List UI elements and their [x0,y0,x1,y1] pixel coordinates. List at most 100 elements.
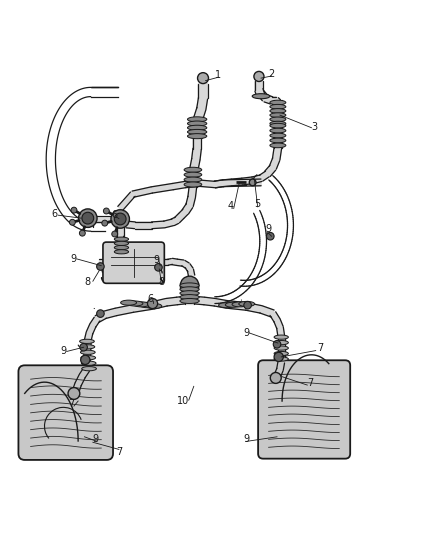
Circle shape [81,355,90,365]
Ellipse shape [270,117,286,122]
Ellipse shape [184,172,202,177]
Text: 2: 2 [268,69,275,79]
Circle shape [79,230,85,236]
Circle shape [70,220,75,225]
Ellipse shape [180,290,199,296]
Ellipse shape [274,346,288,350]
Ellipse shape [187,130,207,134]
Ellipse shape [198,76,208,80]
Circle shape [78,209,97,228]
Ellipse shape [270,113,286,117]
Ellipse shape [180,283,199,288]
Ellipse shape [225,302,241,308]
Ellipse shape [180,295,199,300]
Polygon shape [274,124,282,148]
Ellipse shape [274,357,288,361]
Text: 9: 9 [60,346,67,357]
Circle shape [274,352,283,361]
Polygon shape [153,296,185,309]
Ellipse shape [133,302,149,307]
Polygon shape [182,186,197,214]
Ellipse shape [270,121,286,126]
Text: 9: 9 [71,254,77,264]
Ellipse shape [80,339,94,343]
Circle shape [266,232,274,240]
Ellipse shape [114,249,129,254]
Polygon shape [172,180,215,190]
Text: 6: 6 [148,294,154,304]
Ellipse shape [187,121,207,126]
Ellipse shape [114,241,129,246]
Text: 4: 4 [228,200,234,211]
Text: 10: 10 [177,396,189,406]
Polygon shape [226,301,274,317]
Polygon shape [214,179,261,188]
Polygon shape [85,317,100,341]
Polygon shape [135,219,173,229]
Circle shape [82,212,94,224]
Polygon shape [88,216,120,222]
Polygon shape [83,340,91,370]
Circle shape [254,71,264,82]
Ellipse shape [270,100,286,105]
Polygon shape [258,91,273,104]
Polygon shape [95,302,155,322]
Ellipse shape [274,335,288,339]
Polygon shape [265,147,282,176]
FancyBboxPatch shape [18,365,113,460]
Text: 7: 7 [307,378,314,389]
Polygon shape [99,260,106,265]
Circle shape [249,179,256,186]
Ellipse shape [81,350,95,354]
Ellipse shape [270,109,286,113]
Polygon shape [106,249,134,265]
Circle shape [97,310,104,317]
Ellipse shape [274,341,288,345]
Polygon shape [118,183,173,211]
Circle shape [80,343,88,351]
Polygon shape [72,368,89,394]
Circle shape [103,208,110,214]
Polygon shape [161,259,173,265]
Ellipse shape [187,117,207,122]
Circle shape [148,298,158,309]
Circle shape [68,387,80,399]
Circle shape [114,213,126,225]
Polygon shape [274,100,282,126]
Ellipse shape [80,345,95,349]
Ellipse shape [114,246,129,249]
Ellipse shape [274,351,288,356]
Polygon shape [274,362,285,378]
Polygon shape [115,212,135,229]
Ellipse shape [184,177,202,182]
Ellipse shape [187,134,207,139]
Ellipse shape [270,143,286,148]
Ellipse shape [127,301,143,306]
Text: 6: 6 [112,210,118,220]
Ellipse shape [82,367,96,371]
Text: 6: 6 [51,209,57,219]
Polygon shape [185,284,194,303]
Ellipse shape [187,125,207,130]
Ellipse shape [270,138,286,143]
Polygon shape [278,336,285,362]
Ellipse shape [232,302,248,307]
Text: 3: 3 [312,122,318,132]
Ellipse shape [184,182,202,187]
Polygon shape [255,82,265,98]
Polygon shape [242,171,269,185]
Ellipse shape [184,167,202,172]
Circle shape [71,207,77,213]
Ellipse shape [219,303,235,308]
Ellipse shape [180,287,199,292]
Text: 8: 8 [158,278,164,287]
Circle shape [198,72,208,84]
Circle shape [180,276,199,295]
Text: 1: 1 [215,70,221,80]
Text: 5: 5 [254,199,261,209]
Circle shape [112,231,118,237]
Ellipse shape [146,303,162,309]
Text: 8: 8 [85,278,91,287]
Polygon shape [171,259,195,277]
Circle shape [155,263,162,271]
